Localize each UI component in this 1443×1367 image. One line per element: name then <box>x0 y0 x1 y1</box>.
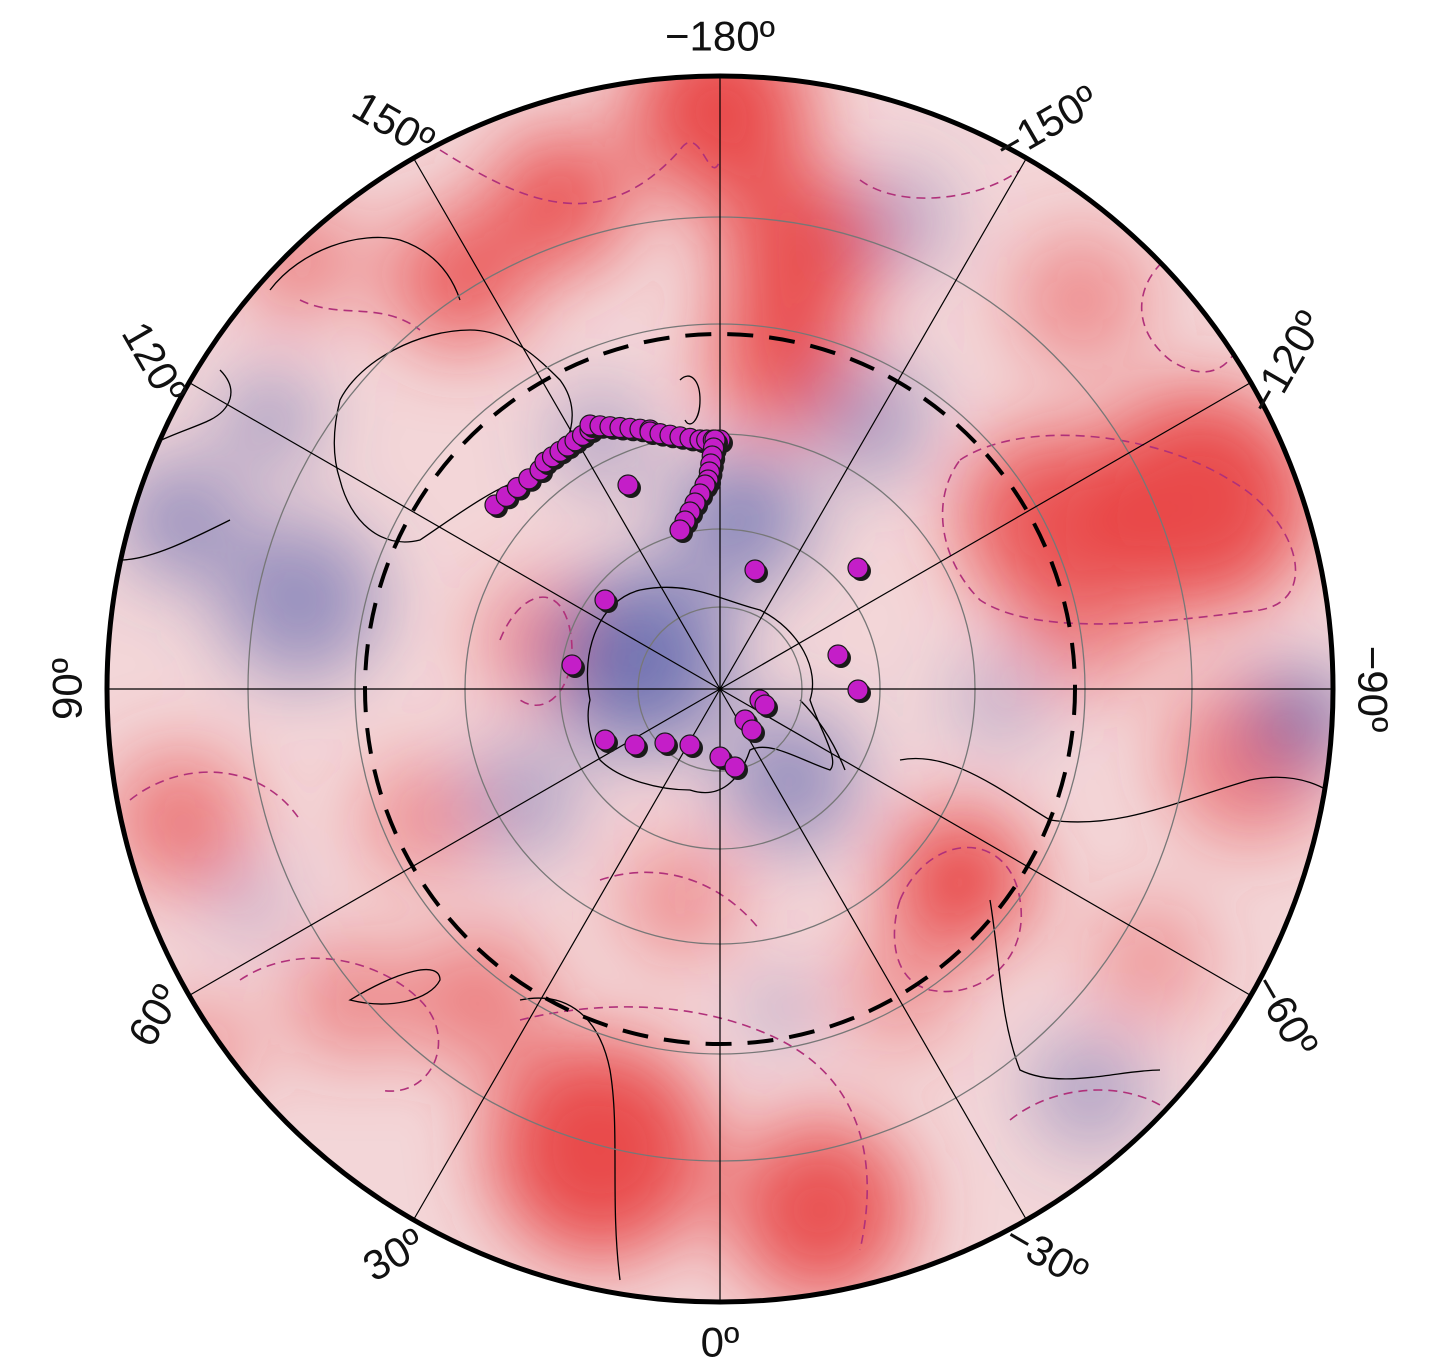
event-marker <box>594 589 616 611</box>
meridian-line <box>412 157 721 690</box>
anomaly-contour <box>599 871 761 931</box>
anomaly-patch <box>390 210 530 350</box>
anomaly-patch <box>720 710 860 850</box>
longitude-label: −90º <box>1350 646 1397 733</box>
anomaly-contour <box>129 771 301 821</box>
event-marker <box>754 694 776 716</box>
anomaly-patch <box>950 650 1050 750</box>
longitude-label: 60º <box>119 977 191 1054</box>
event-marker <box>617 474 639 496</box>
anomaly-patch <box>1020 550 1160 690</box>
anomaly-contour <box>499 596 573 707</box>
anomaly-contour <box>893 846 1023 993</box>
anomaly-patch <box>460 740 580 860</box>
anomaly-patch <box>850 170 950 270</box>
map-frame <box>104 73 1336 1305</box>
event-marker <box>744 559 766 581</box>
event-marker <box>847 557 869 579</box>
longitude-label: −150º <box>987 76 1106 172</box>
anomaly-patch <box>490 130 630 270</box>
anomaly-patch <box>840 930 960 1050</box>
longitude-label: −120º <box>1238 303 1334 422</box>
anomaly-patch <box>720 170 880 330</box>
event-marker <box>624 734 646 756</box>
anomaly-patch <box>1030 1030 1150 1150</box>
anomaly-contour <box>239 957 440 1092</box>
meridian-line <box>188 381 721 690</box>
anomaly-contour <box>519 1006 869 1251</box>
event-marker <box>724 756 746 778</box>
anomaly-patch <box>1010 230 1150 370</box>
event-marker <box>654 732 676 754</box>
meridian-line <box>719 157 1028 690</box>
anomaly-patch <box>110 750 250 890</box>
anomaly-patch <box>810 360 930 480</box>
anomaly-patch <box>360 760 480 880</box>
event-marker <box>679 734 701 756</box>
coastline <box>899 757 1333 1080</box>
longitude-label: 30º <box>355 1219 432 1291</box>
anomaly-patch <box>1090 390 1310 610</box>
event-marker <box>594 729 616 751</box>
anomaly-contour <box>439 141 721 205</box>
coastline <box>679 375 701 425</box>
meridian-line <box>719 688 1252 997</box>
earthquake-events <box>484 414 871 780</box>
longitude-label: −180º <box>665 13 775 60</box>
dashed-reference-circle <box>363 332 1077 1046</box>
longitude-label: 0º <box>701 1319 740 1366</box>
anomaly-patch <box>620 840 740 960</box>
coastline <box>799 699 846 771</box>
coastline <box>269 236 461 301</box>
event-marker <box>847 679 869 701</box>
anomaly-patch <box>120 460 240 580</box>
event-marker <box>669 519 691 541</box>
anomaly-patch <box>220 520 380 680</box>
longitude-label: 90º <box>44 658 91 720</box>
meridian-line <box>412 688 721 1221</box>
coastline <box>348 968 621 1281</box>
anomaly-patch <box>750 980 810 1040</box>
anomaly-contour <box>299 299 421 331</box>
anomaly-patch <box>410 930 550 1070</box>
anomaly-patch <box>730 1120 910 1300</box>
anomaly-patch <box>220 370 320 470</box>
meridian-line <box>719 381 1252 690</box>
anomaly-patch <box>890 810 1030 950</box>
anomaly-patch <box>1090 900 1210 1020</box>
event-marker <box>561 654 583 676</box>
anomaly-contour <box>859 169 1021 199</box>
event-marker <box>827 644 849 666</box>
anomaly-contour <box>1009 1089 1181 1121</box>
meridian-line <box>719 688 1028 1221</box>
anomaly-patch <box>210 860 290 940</box>
coastline <box>119 519 231 561</box>
anomaly-patch <box>1250 670 1333 770</box>
anomaly-patch <box>240 200 360 320</box>
event-marker <box>709 746 731 768</box>
event-marker <box>741 719 763 741</box>
anomaly-patch <box>490 1040 710 1260</box>
